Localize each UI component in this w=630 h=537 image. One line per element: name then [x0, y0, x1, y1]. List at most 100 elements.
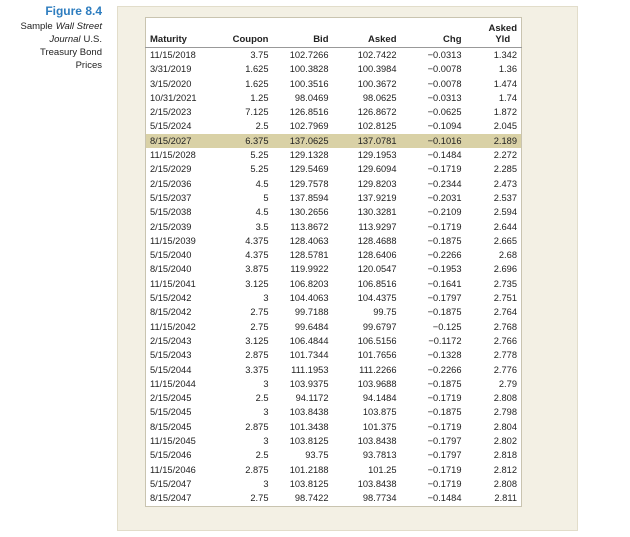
table-cell: 102.7969 [289, 121, 329, 132]
table-cell: 98.7422 [294, 493, 329, 504]
table-cell: 3 [263, 407, 269, 418]
table-cell: 93.75 [305, 450, 329, 461]
table-cell: 119.9922 [290, 264, 329, 275]
table-row: 2/15/2029 5.25 129.5469 129.6094 −0.1719 2.28… [146, 162, 522, 176]
table-cell: 101.2188 [289, 464, 329, 475]
table-cell: 8/15/2045 [150, 421, 192, 432]
table-cell: 103.9375 [289, 378, 329, 389]
header-text: Asked [367, 34, 397, 45]
table-cell: 100.3672 [357, 78, 397, 89]
table-cell: 2.812 [493, 464, 517, 475]
table-cell: 129.7578 [289, 178, 329, 189]
table-cell: −0.1719 [427, 421, 462, 432]
table-cell: 101.25 [368, 464, 397, 475]
table-cell: 2.68 [498, 250, 517, 261]
table-row: 2/15/2039 3.5 113.8672 113.9297 −0.1719 2.644 [146, 220, 522, 234]
table-cell: 2.751 [493, 293, 517, 304]
table-cell: 2.875 [245, 350, 269, 361]
table-cell: 113.9297 [358, 221, 397, 232]
table-cell: 2.5 [255, 450, 269, 461]
table-cell: −0.0078 [427, 78, 462, 89]
table-cell: 5.25 [250, 164, 269, 175]
table-cell: 99.6797 [362, 321, 397, 332]
table-cell: 129.1953 [357, 150, 397, 161]
table-cell: 8/15/2047 [150, 493, 192, 504]
table-cell: 94.1484 [362, 393, 397, 404]
table-cell: 2.798 [493, 407, 517, 418]
table-cell: 2.272 [493, 150, 517, 161]
table-row: 11/15/2044 3 103.9375 103.9688 −0.1875 2.79 [146, 377, 522, 391]
bond-table: Maturity Coupon Bid Asked Chg Asked Yld 11/15… [145, 17, 522, 507]
table-row: 5/15/2038 4.5 130.2656 130.3281 −0.2109 2.594 [146, 205, 522, 219]
table-cell: 5/15/2047 [150, 478, 192, 489]
table-cell: 2.79 [498, 378, 517, 389]
table-cell: 2.811 [494, 493, 517, 504]
table-cell: 101.3438 [289, 421, 329, 432]
table-cell: 137.9219 [357, 192, 397, 203]
table-cell: 100.3828 [289, 64, 329, 75]
caption-line: Sample Wall Street [0, 20, 102, 33]
table-cell: −0.1641 [427, 278, 462, 289]
table-cell: 3.5 [255, 221, 269, 232]
table-row: 11/15/2042 2.75 99.6484 99.6797 −0.125 2.768 [146, 320, 522, 334]
table-cell: 126.8672 [357, 107, 397, 118]
column-header: Asked [332, 17, 401, 48]
table-cell: 100.3984 [357, 64, 397, 75]
table-cell: 3 [263, 378, 269, 389]
table-row: 8/15/2040 3.875 119.9922 120.0547 −0.1953 2.6… [146, 262, 522, 276]
table-cell: 4.5 [255, 207, 269, 218]
table-cell: −0.1875 [427, 235, 462, 246]
table-row: 10/31/2021 1.25 98.0469 98.0625 −0.0313 1.74 [146, 91, 522, 105]
table-cell: 137.8594 [289, 192, 329, 203]
table-cell: 1.474 [493, 78, 517, 89]
table-cell: 2/15/2029 [150, 164, 192, 175]
caption-text: U.S. [83, 34, 102, 45]
table-cell: 3.75 [250, 50, 269, 60]
table-cell: 8/15/2040 [150, 264, 192, 275]
table-row: 8/15/2047 2.75 98.7422 98.7734 −0.1484 2.811 [146, 491, 522, 506]
table-cell: −0.125 [432, 321, 462, 332]
table-cell: 1.36 [498, 64, 517, 75]
table-cell: −0.0313 [427, 92, 462, 103]
caption-text: Sample [20, 21, 53, 32]
table-cell: 111.2266 [359, 364, 397, 375]
column-header: Coupon [202, 17, 273, 48]
table-row: 8/15/2045 2.875 101.3438 101.375 −0.1719 2.80… [146, 420, 522, 434]
table-cell: −0.2031 [427, 192, 462, 203]
table-cell: 99.6484 [294, 321, 329, 332]
column-header: Asked Yld [465, 17, 522, 48]
table-cell: −0.2266 [427, 364, 462, 375]
table-cell: 103.8438 [357, 478, 397, 489]
table-cell: 101.7656 [357, 350, 397, 361]
table-row: 5/15/2047 3 103.8125 103.8438 −0.1719 2.808 [146, 477, 522, 491]
table-cell: −0.1719 [427, 464, 462, 475]
table-cell: 103.8125 [289, 478, 329, 489]
table-cell: 2.75 [250, 307, 269, 318]
table-cell: 2.75 [250, 321, 269, 332]
table-cell: 106.5156 [357, 335, 397, 346]
table-cell: −0.0078 [427, 64, 462, 75]
table-cell: −0.1797 [427, 293, 462, 304]
table-cell: 2.537 [493, 192, 517, 203]
table-cell: 5/15/2037 [150, 192, 192, 203]
table-cell: 99.7188 [294, 307, 329, 318]
table-cell: 130.3281 [357, 207, 397, 218]
table-cell: 2.5 [255, 393, 269, 404]
table-cell: 129.5469 [289, 164, 329, 175]
table-cell: 103.8438 [357, 436, 397, 447]
table-cell: 1.625 [245, 64, 269, 75]
table-cell: 11/15/2028 [150, 150, 196, 161]
table-cell: 98.0625 [362, 92, 397, 103]
table-cell: 106.8203 [289, 278, 329, 289]
table-cell: 5/15/2040 [150, 250, 192, 261]
table-cell: 2.818 [493, 450, 517, 461]
table-cell: 1.25 [250, 92, 269, 103]
table-cell: 129.6094 [357, 164, 397, 175]
table-cell: 137.0625 [272, 133, 333, 149]
table-cell: 11/15/2041 [150, 278, 196, 289]
table-cell: 3.375 [245, 364, 269, 375]
table-cell: 98.0469 [294, 92, 329, 103]
table-cell: 2.875 [245, 421, 269, 432]
table-cell: 2.473 [493, 178, 517, 189]
